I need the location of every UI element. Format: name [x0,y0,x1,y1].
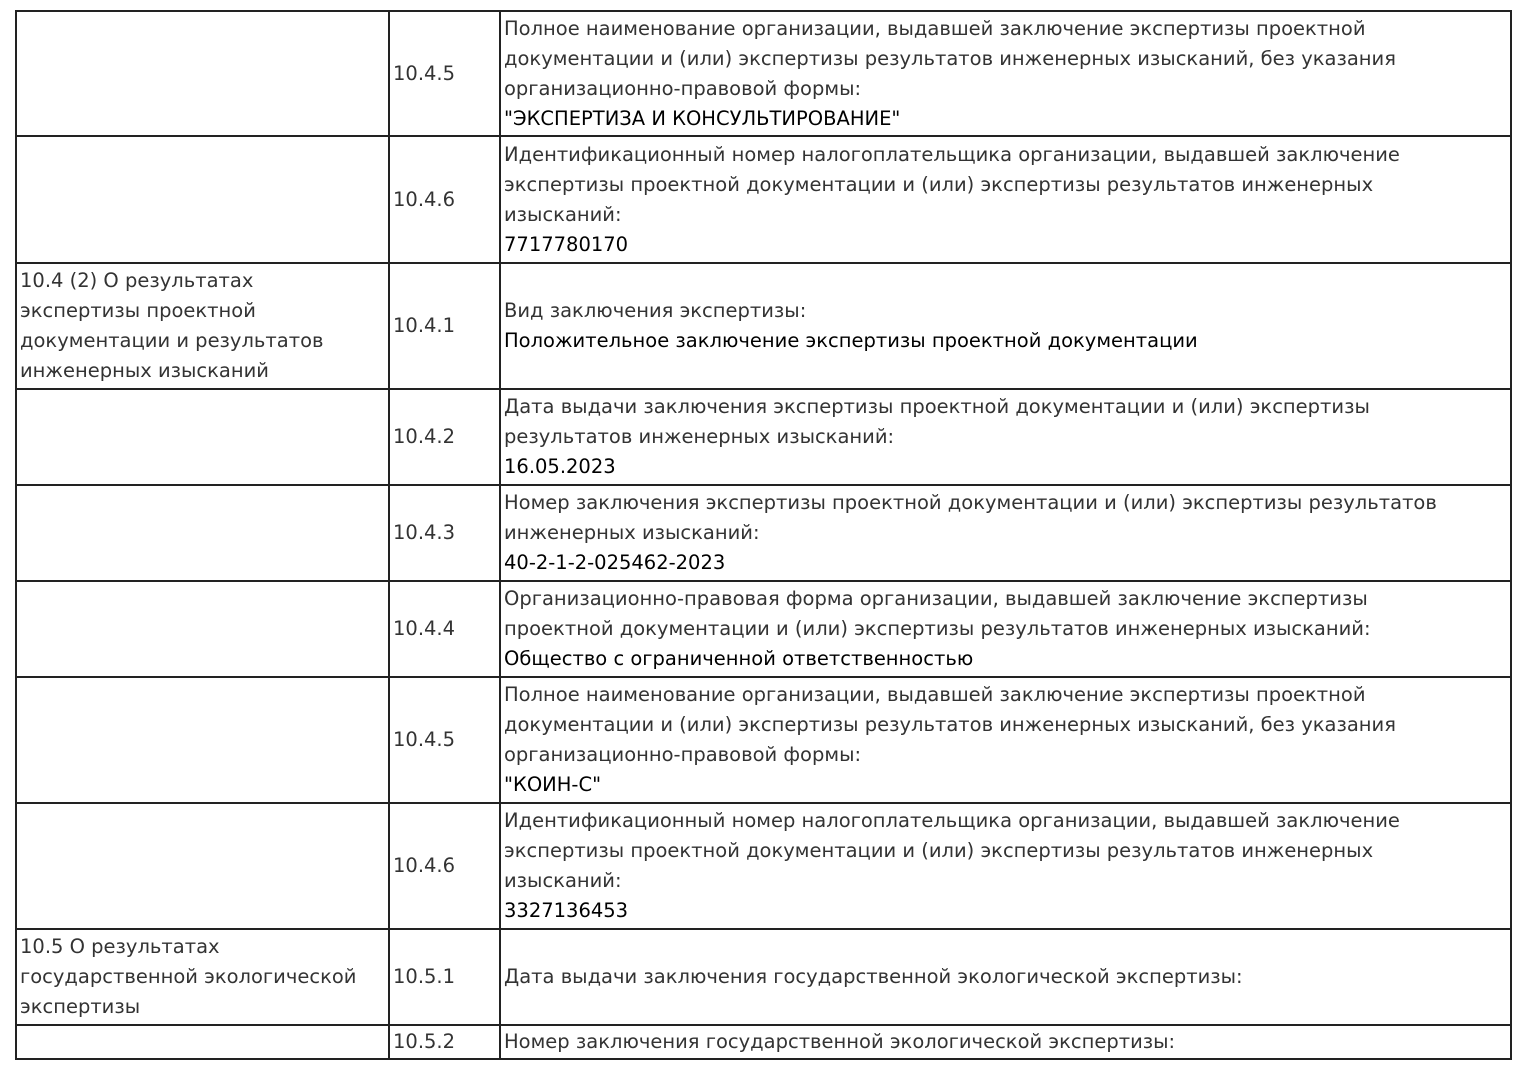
table-row: 10.4.5 Полное наименование организации, в… [15,10,1512,137]
section-cell [15,676,390,804]
item-code-cell: 10.4.1 [388,262,501,390]
item-code-cell: 10.4.6 [388,135,501,264]
table-row: 10.4.2 Дата выдачи заключения экспертизы … [15,388,1512,486]
item-code-cell: 10.4.5 [388,676,501,804]
item-value: 40-2-1-2-025462-2023 [504,551,726,574]
item-label: Идентификационный номер налогоплательщик… [504,142,1400,226]
table-row: 10.4.4 Организационно-правовая форма орга… [15,580,1512,678]
item-content-cell: Идентификационный номер налогоплательщик… [499,802,1512,930]
item-code-cell: 10.4.2 [388,388,501,486]
item-label: Номер заключения экспертизы проектной до… [504,491,1437,544]
item-label: Номер заключения государственной экологи… [504,1030,1176,1053]
section-cell [15,802,390,930]
item-label: Полное наименование организации, выдавше… [504,683,1396,766]
item-value: "КОИН-С" [504,773,602,796]
item-value: 3327136453 [504,899,629,922]
table-row: 10.4.5 Полное наименование организации, в… [15,676,1512,804]
item-content-cell: Дата выдачи заключения экспертизы проект… [499,388,1512,486]
item-content-cell: Номер заключения экспертизы проектной до… [499,484,1512,582]
section-cell [15,484,390,582]
item-label: Дата выдачи заключения государственной э… [504,965,1243,988]
section-cell [15,388,390,486]
item-code-cell: 10.4.3 [388,484,501,582]
section-cell [15,135,390,264]
table-row: 10.4.6 Идентификационный номер налогоплат… [15,802,1512,930]
item-content-cell: Полное наименование организации, выдавше… [499,10,1512,137]
item-value: Общество с ограниченной ответственностью [504,647,974,670]
item-code-cell: 10.4.6 [388,802,501,930]
item-code-cell: 10.4.5 [388,10,501,137]
section-cell [15,580,390,678]
table-row: 10.5 О результатах государственной эколо… [15,928,1512,1026]
item-value: Положительное заключение экспертизы прое… [504,329,1198,352]
item-content-cell: Номер заключения государственной экологи… [499,1024,1512,1060]
item-label: Организационно-правовая форма организаци… [504,587,1371,640]
item-content-cell: Вид заключения экспертизы: Положительное … [499,262,1512,390]
table-row: 10.4.3 Номер заключения экспертизы проект… [15,484,1512,582]
item-value: "ЭКСПЕРТИЗА И КОНСУЛЬТИРОВАНИЕ" [504,106,901,130]
item-code-cell: 10.5.2 [388,1024,501,1060]
item-code-cell: 10.5.1 [388,928,501,1026]
item-label: Дата выдачи заключения экспертизы проект… [504,395,1370,448]
item-label: Полное наименование организации, выдавше… [504,16,1396,100]
item-content-cell: Организационно-правовая форма организаци… [499,580,1512,678]
table-row: 10.5.2 Номер заключения государственной э… [15,1024,1512,1060]
item-code-cell: 10.4.4 [388,580,501,678]
section-cell [15,10,390,137]
item-value: 16.05.2023 [504,455,616,478]
project-declaration-table: 10.4.5 Полное наименование организации, в… [15,10,1512,1060]
item-value: 7717780170 [504,232,629,256]
item-content-cell: Дата выдачи заключения государственной э… [499,928,1512,1026]
item-content-cell: Полное наименование организации, выдавше… [499,676,1512,804]
item-content-cell: Идентификационный номер налогоплательщик… [499,135,1512,264]
section-cell: 10.5 О результатах государственной эколо… [15,928,390,1026]
item-label: Идентификационный номер налогоплательщик… [504,809,1400,892]
table-row: 10.4.6 Идентификационный номер налогоплат… [15,135,1512,264]
section-cell [15,1024,390,1060]
section-cell: 10.4 (2) О результатах экспертизы проект… [15,262,390,390]
item-label: Вид заключения экспертизы: [504,299,807,322]
table-row: 10.4 (2) О результатах экспертизы проект… [15,262,1512,390]
